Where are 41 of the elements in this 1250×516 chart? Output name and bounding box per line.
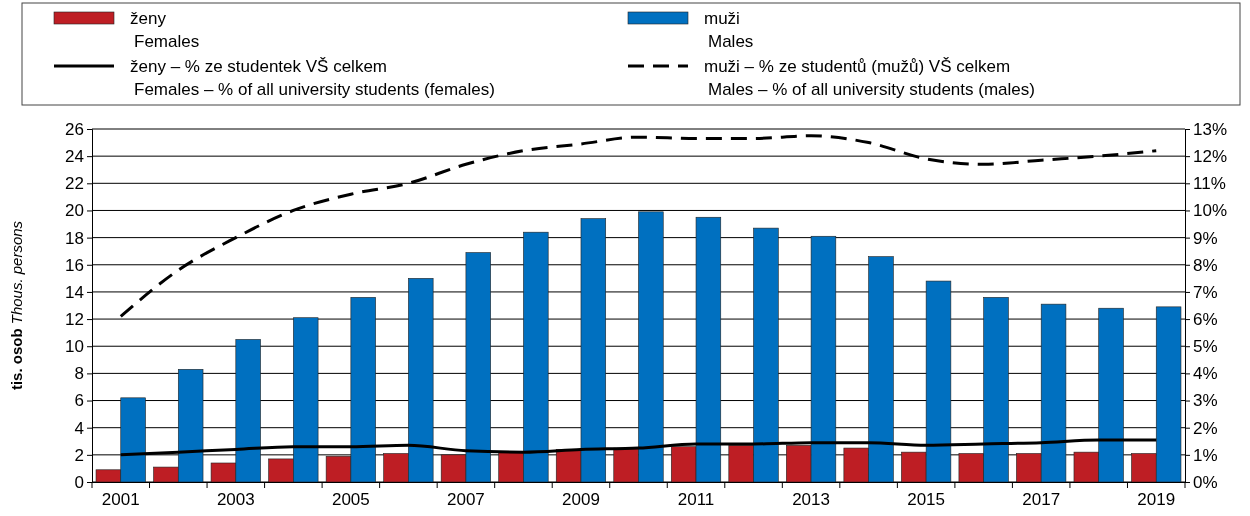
x-tick-label: 2001 bbox=[101, 490, 140, 509]
y-tick-label: 8 bbox=[74, 364, 84, 384]
y-axis-title: tis. osob Thous. persons bbox=[8, 220, 25, 391]
legend-label: muži – % ze studentů (mužů) VŠ celkem Males – % of all university students (males) bbox=[704, 57, 1035, 99]
y-tick-label: 2 bbox=[74, 445, 84, 465]
x-tick-label: 2007 bbox=[447, 490, 485, 509]
x-tick-label: 2009 bbox=[562, 490, 600, 509]
y2-tick-label: 4% bbox=[1193, 364, 1218, 384]
y-tick-label: 6 bbox=[74, 391, 84, 411]
y-tick-label: 10 bbox=[65, 337, 84, 357]
y2-tick-label: 10% bbox=[1193, 201, 1228, 221]
y2-tick-label: 5% bbox=[1193, 337, 1218, 357]
y-tick-label: 18 bbox=[65, 228, 84, 248]
x-tick-label: 2005 bbox=[331, 490, 370, 509]
y2-tick-label: 13% bbox=[1193, 119, 1228, 139]
y2-tick-label: 11% bbox=[1193, 174, 1226, 194]
y2-tick-label: 6% bbox=[1193, 310, 1218, 330]
x-tick-label: 2015 bbox=[907, 490, 946, 509]
y2-tick-label: 7% bbox=[1193, 282, 1218, 302]
y2-tick-label: 1% bbox=[1193, 445, 1218, 465]
x-tick-label: 2017 bbox=[1022, 490, 1061, 509]
x-tick-label: 2013 bbox=[792, 490, 830, 509]
y-tick-label: 4 bbox=[74, 418, 84, 438]
y-tick-label: 24 bbox=[65, 147, 84, 167]
y2-tick-label: 8% bbox=[1193, 255, 1218, 275]
y2-tick-label: 0% bbox=[1193, 472, 1218, 492]
legend-label: ženy – % ze studentek VŠ celkem Females – % of all university students (females) bbox=[130, 57, 495, 99]
y-tick-label: 26 bbox=[65, 119, 84, 139]
y-tick-label: 22 bbox=[65, 174, 84, 194]
y2-tick-label: 9% bbox=[1193, 228, 1218, 248]
y-tick-label: 16 bbox=[65, 255, 84, 275]
y-tick-label: 12 bbox=[65, 310, 84, 330]
y-tick-label: 20 bbox=[65, 201, 84, 221]
x-tick-label: 2019 bbox=[1137, 490, 1176, 509]
y2-tick-label: 12% bbox=[1193, 147, 1228, 167]
x-tick-label: 2003 bbox=[216, 490, 255, 509]
y2-tick-label: 3% bbox=[1193, 391, 1218, 411]
y-tick-label: 14 bbox=[65, 282, 84, 302]
x-tick-label: 2011 bbox=[677, 490, 715, 509]
y-tick-label: 0 bbox=[74, 472, 84, 492]
y2-tick-label: 2% bbox=[1193, 418, 1218, 438]
